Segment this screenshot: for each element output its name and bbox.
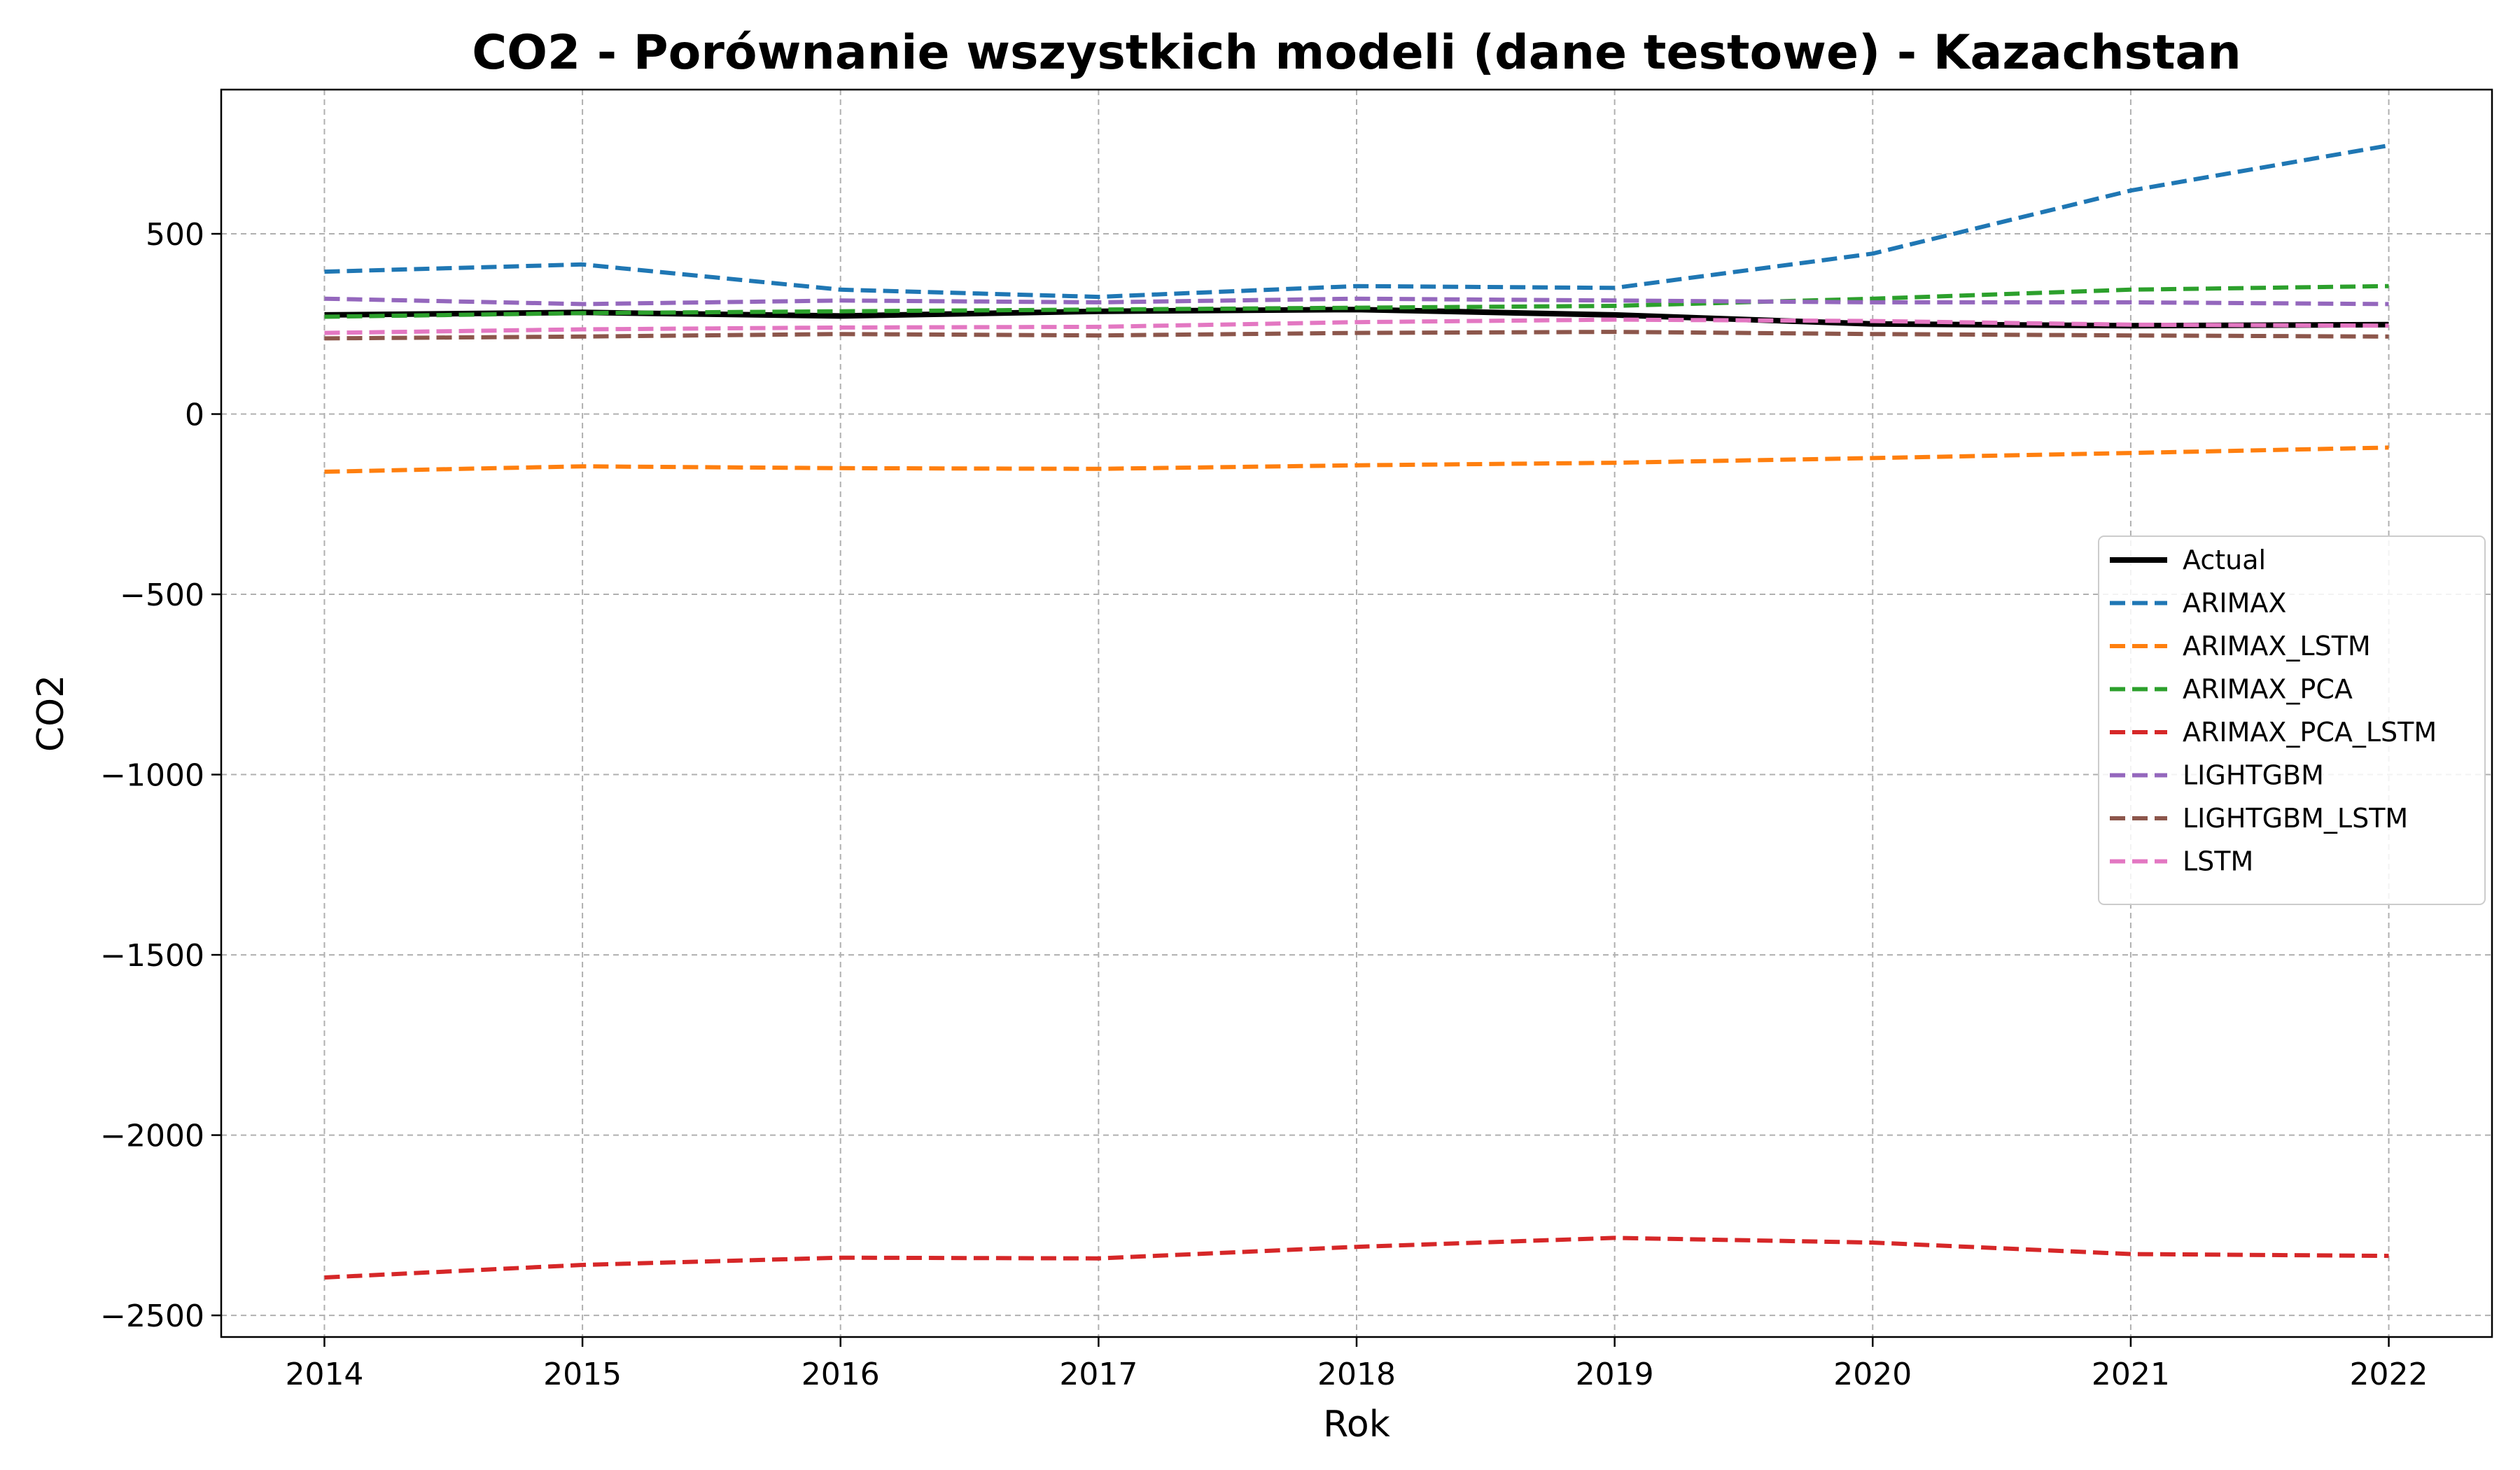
- x-tick-label: 2021: [2092, 1357, 2170, 1392]
- legend-label: LIGHTGBM_LSTM: [2183, 803, 2408, 834]
- y-axis-label: CO2: [30, 675, 72, 752]
- axis-ticks: 2014 2015 2016 2017 2018 2019 2020 2021 2022 −250…: [100, 217, 2428, 1392]
- series-line-arimax-pca: [324, 284, 2389, 319]
- y-tick-label: −1000: [100, 758, 204, 794]
- legend-label: Actual: [2183, 545, 2266, 575]
- chart-title: CO2 - Porównanie wszystkich modeli (dane…: [472, 25, 2241, 80]
- x-tick-label: 2015: [543, 1357, 622, 1392]
- series-line-arimax-pca-lstm: [324, 1236, 2389, 1280]
- y-tick-label: −1500: [100, 938, 204, 974]
- y-tick-label: −2500: [100, 1298, 204, 1334]
- legend-label: ARIMAX_PCA: [2183, 674, 2353, 705]
- x-axis-label: Rok: [1323, 1404, 1390, 1446]
- legend-box: [2098, 536, 2486, 905]
- legend-label: ARIMAX_LSTM: [2183, 631, 2371, 662]
- x-tick-label: 2014: [285, 1357, 363, 1392]
- y-tick-label: −500: [120, 578, 204, 613]
- x-tick-label: 2018: [1317, 1357, 1396, 1392]
- x-tick-label: 2017: [1059, 1357, 1138, 1392]
- x-tick-label: 2019: [1576, 1357, 1654, 1392]
- y-tick-label: 0: [185, 398, 204, 433]
- series-line-lightgbm-lstm: [324, 330, 2389, 341]
- y-tick-label: −2000: [100, 1119, 204, 1154]
- x-tick-label: 2022: [2350, 1357, 2428, 1392]
- series-line-lightgbm: [324, 296, 2389, 307]
- legend-label: LIGHTGBM: [2183, 760, 2324, 791]
- x-tick-label: 2016: [802, 1357, 880, 1392]
- x-tick-label: 2020: [1833, 1357, 1912, 1392]
- legend-label: LSTM: [2183, 846, 2253, 877]
- series-lines: [324, 143, 2390, 1280]
- series-line-arimax: [324, 143, 2390, 300]
- series-line-arimax-lstm: [324, 445, 2389, 474]
- series-line-lstm: [324, 317, 2389, 335]
- legend-label: ARIMAX_PCA_LSTM: [2183, 717, 2437, 748]
- y-tick-label: 500: [146, 217, 204, 253]
- legend-label: ARIMAX: [2183, 588, 2286, 619]
- legend: Actual ARIMAX ARIMAX_LSTM ARIMAX_PCA ARIMAX_…: [2098, 536, 2486, 905]
